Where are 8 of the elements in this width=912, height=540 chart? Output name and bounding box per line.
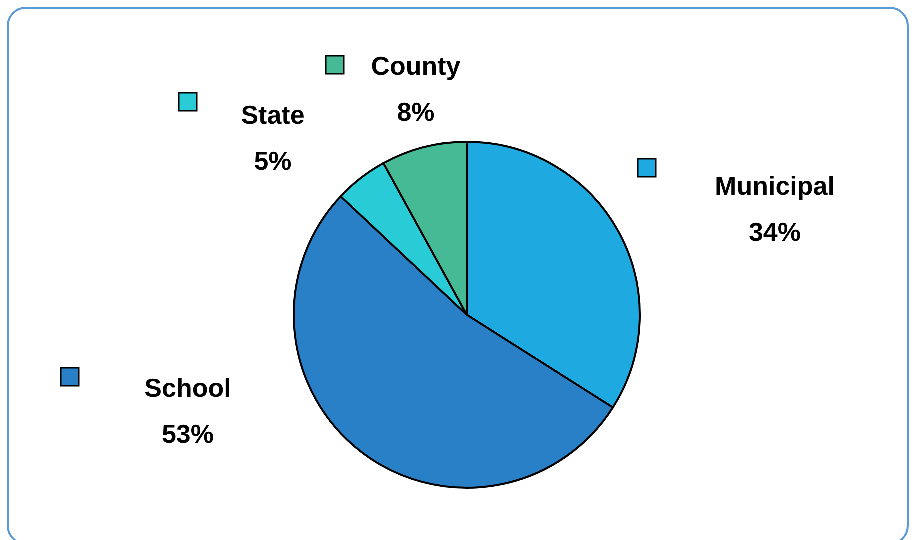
legend-label: Municipal — [715, 170, 835, 201]
data-label: 5% — [254, 146, 292, 176]
data-label: 34% — [748, 216, 802, 247]
legend-label: County — [371, 50, 462, 81]
slice-label: School — [144, 372, 232, 403]
data-label: 8% — [397, 96, 435, 127]
data-label: 53% — [162, 418, 214, 449]
legend-label: State — [241, 100, 305, 130]
